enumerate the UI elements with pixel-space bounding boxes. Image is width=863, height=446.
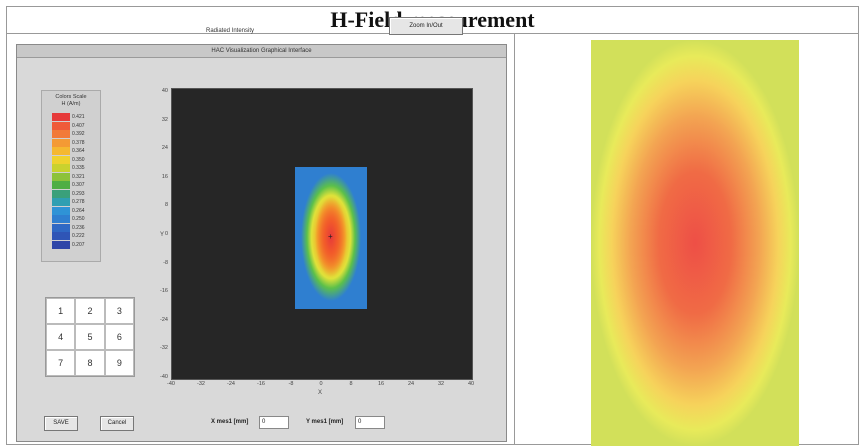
y-tick-label: 40 (161, 88, 168, 94)
color-scale-entry: 0.264 (52, 206, 92, 215)
color-scale-entry: 0.278 (52, 198, 92, 206)
y-measure-label: Y mes1 [mm] (306, 419, 344, 425)
color-swatch (52, 113, 70, 121)
save-button[interactable]: SAVE (44, 416, 78, 431)
color-scale-entry: 0.350 (52, 155, 92, 164)
color-swatch (52, 181, 70, 189)
x-tick-label: -24 (227, 381, 235, 387)
keypad-key[interactable]: 2 (75, 298, 105, 324)
x-tick-label: -40 (167, 381, 175, 387)
x-tick-label: 8 (349, 381, 353, 387)
measurement-marker-icon: + (328, 232, 333, 241)
plot-title: Radiated Intensity (205, 28, 255, 34)
y-tick-label: 16 (161, 173, 168, 180)
color-swatch (52, 206, 70, 215)
color-scale-legend: Colors Scale H (A/m) 0.421 0.407 0.392 0.37… (41, 90, 101, 262)
y-tick-label: -8 (163, 259, 168, 266)
x-tick-label: -32 (197, 381, 205, 387)
color-scale-value: 0.293 (72, 190, 85, 197)
keypad-key[interactable]: 7 (46, 350, 76, 376)
intensity-heatmap: + (295, 167, 367, 309)
x-tick-label: 16 (377, 381, 385, 387)
x-tick-label: 24 (407, 381, 415, 387)
color-scale-value: 0.207 (72, 241, 85, 248)
color-swatch (52, 155, 70, 164)
x-axis-label: X (318, 390, 323, 396)
color-scale-value: 0.421 (72, 114, 85, 120)
color-scale-unit: H (A/m) (61, 101, 81, 107)
keypad-key[interactable]: 8 (75, 350, 105, 376)
x-measure-input[interactable]: 0 (259, 416, 289, 429)
color-scale-entry: 0.392 (52, 130, 92, 138)
keypad-key[interactable]: 9 (104, 350, 134, 376)
cancel-button[interactable]: Cancel (100, 416, 134, 431)
color-scale-entry: 0.407 (52, 121, 92, 130)
x-tick-label: 32 (437, 381, 445, 387)
color-scale-value: 0.307 (72, 182, 85, 188)
color-scale-title: Colors Scale (55, 94, 87, 100)
color-scale-value: 0.250 (72, 216, 85, 222)
color-scale-value: 0.222 (72, 233, 85, 239)
color-scale-value: 0.236 (72, 224, 85, 231)
color-swatch (52, 121, 70, 130)
h-field-heatmap (591, 40, 799, 446)
y-tick-label: -40 (160, 374, 168, 380)
color-swatch (52, 232, 70, 240)
color-scale-value: 0.407 (72, 122, 85, 129)
y-tick-label: 24 (161, 145, 168, 152)
color-scale-value: 0.392 (72, 131, 85, 137)
keypad-key[interactable]: 6 (104, 324, 134, 350)
color-scale-value: 0.364 (72, 148, 85, 154)
color-swatch (52, 130, 70, 138)
x-measure-label: X mes1 [mm] (211, 419, 249, 425)
color-scale-value: 0.335 (72, 165, 85, 171)
color-swatch (52, 223, 70, 232)
color-swatch (52, 240, 70, 249)
color-scale-entry: 0.207 (52, 240, 92, 249)
panel-divider (514, 33, 515, 444)
y-measure-input[interactable]: 0 (355, 416, 385, 429)
color-scale-entry: 0.364 (52, 147, 92, 155)
color-scale-entry: 0.250 (52, 215, 92, 223)
color-scale-entry: 0.222 (52, 232, 92, 240)
y-tick-label: 8 (164, 202, 168, 209)
y-axis-label: Y (160, 232, 165, 238)
intensity-plot: + (171, 88, 473, 380)
x-tick-label: -8 (288, 381, 294, 387)
keypad-key[interactable]: 4 (46, 324, 76, 350)
color-scale-entry: 0.421 (52, 113, 92, 121)
x-tick-label: -16 (257, 381, 265, 387)
color-swatch (52, 215, 70, 223)
y-tick-label: 0 (164, 231, 168, 237)
color-scale-entry: 0.293 (52, 189, 92, 198)
color-scale-entry: 0.236 (52, 223, 92, 232)
x-tick-label: 0 (319, 381, 323, 387)
color-scale-value: 0.264 (72, 207, 85, 214)
color-scale-entry: 0.378 (52, 138, 92, 147)
color-scale-entry: 0.335 (52, 164, 92, 172)
y-tick-label: -24 (160, 316, 168, 323)
keypad-key[interactable]: 1 (46, 298, 76, 324)
color-scale-value: 0.321 (72, 173, 85, 180)
color-scale-value: 0.378 (72, 139, 85, 146)
color-swatch (52, 147, 70, 155)
color-swatch (52, 198, 70, 206)
y-tick-label: 32 (161, 116, 168, 123)
y-tick-label: -16 (160, 288, 168, 295)
keypad-key[interactable]: 3 (104, 298, 134, 324)
color-swatch (52, 164, 70, 172)
color-scale-entry: 0.307 (52, 181, 92, 189)
x-tick-label: 40 (467, 381, 475, 387)
color-swatch (52, 172, 70, 181)
keypad-key[interactable]: 5 (75, 324, 105, 350)
color-scale-entry: 0.321 (52, 172, 92, 181)
color-swatch (52, 138, 70, 147)
zoom-button[interactable]: Zoom In/Out (389, 17, 463, 35)
y-tick-label: -32 (160, 345, 168, 352)
window-title: HAC Visualization Graphical Interface (17, 45, 506, 58)
color-scale-value: 0.278 (72, 199, 85, 205)
color-swatch (52, 189, 70, 198)
color-scale-value: 0.350 (72, 156, 85, 163)
